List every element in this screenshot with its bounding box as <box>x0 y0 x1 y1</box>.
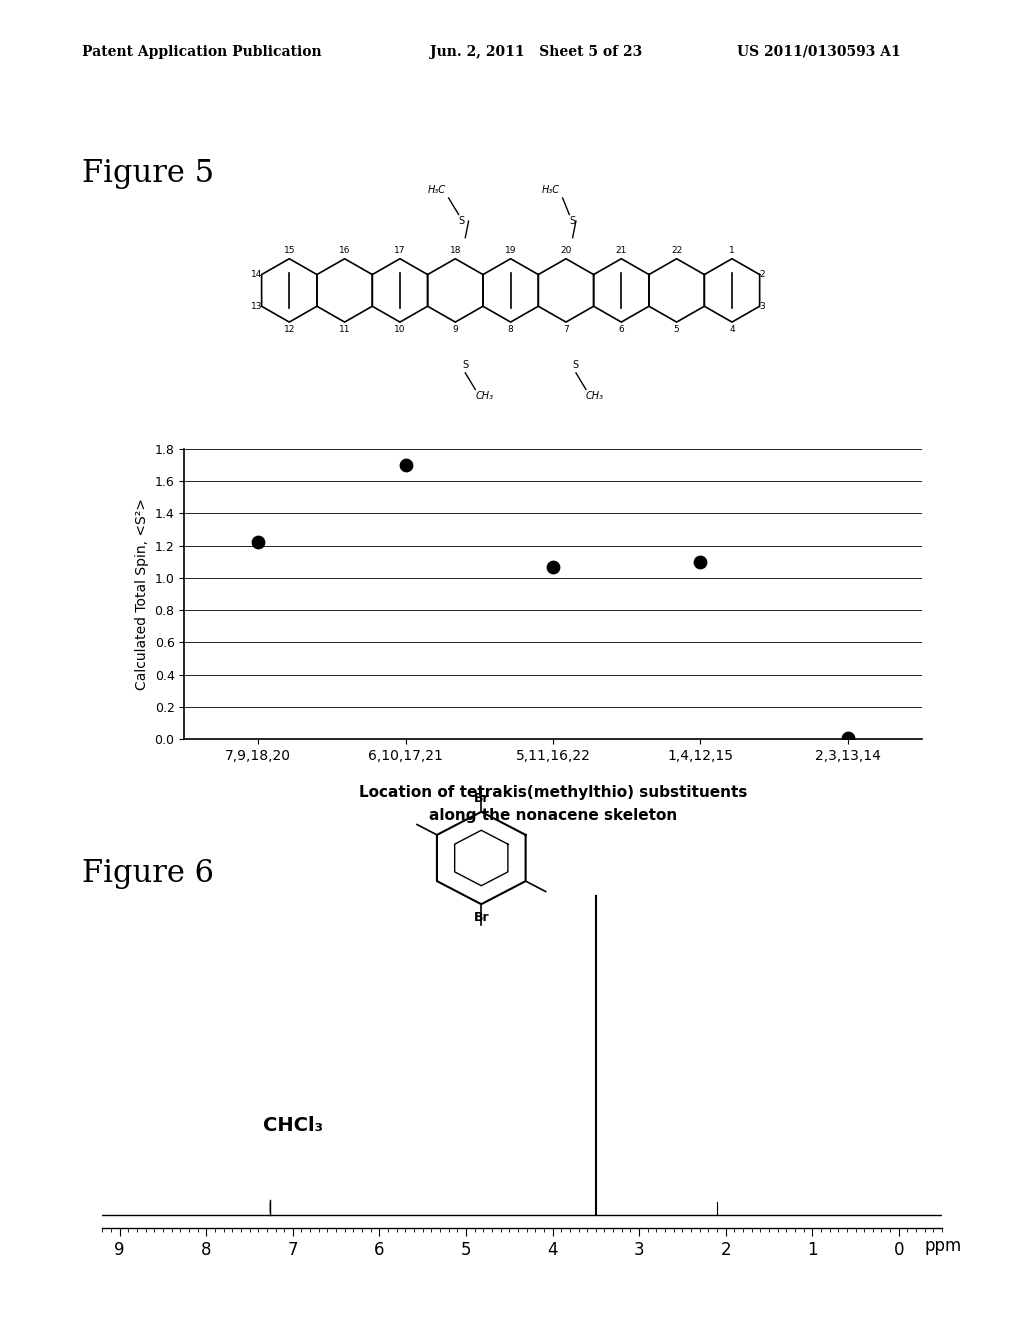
Text: 1: 1 <box>729 247 735 255</box>
Text: Jun. 2, 2011   Sheet 5 of 23: Jun. 2, 2011 Sheet 5 of 23 <box>430 45 642 59</box>
Text: CH₃: CH₃ <box>475 391 494 401</box>
Text: 19: 19 <box>505 247 516 255</box>
Text: 2: 2 <box>759 271 765 279</box>
Text: 13: 13 <box>251 302 262 310</box>
Text: ppm: ppm <box>925 1237 962 1254</box>
Text: H₃C: H₃C <box>542 185 559 194</box>
Text: 16: 16 <box>339 247 350 255</box>
Text: Figure 5: Figure 5 <box>82 158 214 189</box>
Text: along the nonacene skeleton: along the nonacene skeleton <box>429 808 677 822</box>
Text: 12: 12 <box>284 325 295 334</box>
Text: S: S <box>459 216 465 227</box>
Text: US 2011/0130593 A1: US 2011/0130593 A1 <box>737 45 901 59</box>
Point <box>840 727 856 748</box>
Text: 11: 11 <box>339 325 350 334</box>
Y-axis label: Calculated Total Spin, <S²>: Calculated Total Spin, <S²> <box>135 498 150 690</box>
Text: 22: 22 <box>671 247 682 255</box>
Text: 21: 21 <box>615 247 627 255</box>
Text: 6: 6 <box>618 325 625 334</box>
Text: CH₃: CH₃ <box>586 391 604 401</box>
Text: 14: 14 <box>251 271 262 279</box>
Text: 8: 8 <box>508 325 513 334</box>
Text: Patent Application Publication: Patent Application Publication <box>82 45 322 59</box>
Text: H₃C: H₃C <box>427 185 445 194</box>
Point <box>545 556 561 577</box>
Text: Br: Br <box>473 792 489 805</box>
Text: 5: 5 <box>674 325 680 334</box>
Point <box>692 552 709 573</box>
Text: Location of tetrakis(methylthio) substituents: Location of tetrakis(methylthio) substit… <box>358 785 748 800</box>
Text: S: S <box>572 359 579 370</box>
Text: 9: 9 <box>453 325 458 334</box>
Text: S: S <box>462 359 468 370</box>
Text: 15: 15 <box>284 247 295 255</box>
Text: 17: 17 <box>394 247 406 255</box>
Text: 18: 18 <box>450 247 461 255</box>
Text: 10: 10 <box>394 325 406 334</box>
Text: Br: Br <box>473 911 489 924</box>
Text: Figure 6: Figure 6 <box>82 858 214 888</box>
Text: 7: 7 <box>563 325 569 334</box>
Point <box>397 454 414 475</box>
Text: S: S <box>569 216 575 227</box>
Text: 4: 4 <box>729 325 735 334</box>
Text: CHCl₃: CHCl₃ <box>263 1117 323 1135</box>
Text: 3: 3 <box>759 302 765 310</box>
Text: 20: 20 <box>560 247 571 255</box>
Point <box>250 532 266 553</box>
